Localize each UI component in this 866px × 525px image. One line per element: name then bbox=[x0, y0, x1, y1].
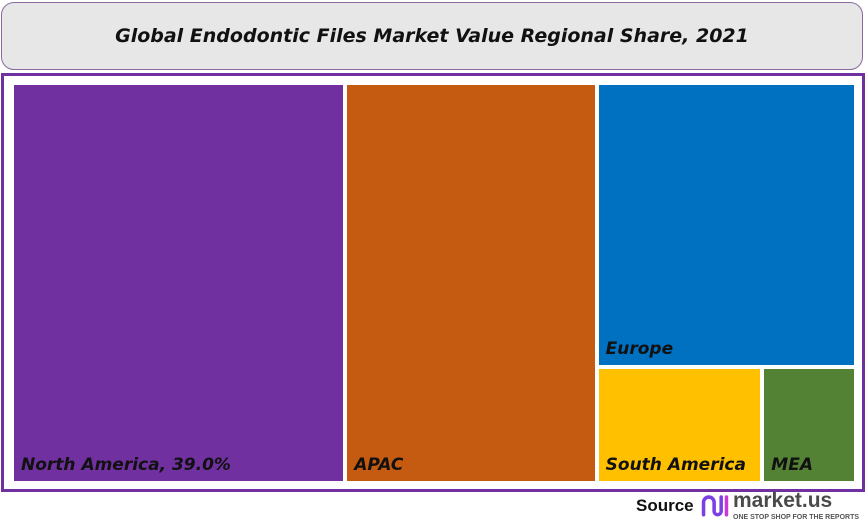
tile-south-america: South America bbox=[598, 369, 761, 481]
chart-title: Global Endodontic Files Market Value Reg… bbox=[115, 25, 749, 47]
logo-words: market.us ONE STOP SHOP FOR THE REPORTS bbox=[733, 490, 859, 522]
tile-label: MEA bbox=[771, 454, 813, 475]
tile-label: South America bbox=[605, 454, 746, 475]
tile-mea: MEA bbox=[764, 369, 854, 481]
logo-text: market.us bbox=[733, 489, 833, 512]
treemap: North America, 39.0% APAC Europe South Amer… bbox=[14, 85, 854, 481]
tile-label: Europe bbox=[605, 339, 674, 360]
tile-apac: APAC bbox=[347, 85, 595, 481]
tile-label: APAC bbox=[354, 455, 404, 475]
chart-area: North America, 39.0% APAC Europe South Amer… bbox=[1, 73, 865, 492]
title-box: Global Endodontic Files Market Value Reg… bbox=[1, 2, 863, 70]
tile-europe: Europe bbox=[598, 85, 854, 366]
tile-north-america: North America, 39.0% bbox=[14, 85, 344, 481]
logo-tagline: ONE STOP SHOP FOR THE REPORTS bbox=[733, 514, 860, 521]
logo-icon bbox=[701, 495, 729, 517]
tile-label: North America, 39.0% bbox=[21, 455, 231, 475]
source-label: Source bbox=[636, 496, 694, 515]
market-us-logo: market.us ONE STOP SHOP FOR THE REPORTS bbox=[700, 490, 859, 522]
